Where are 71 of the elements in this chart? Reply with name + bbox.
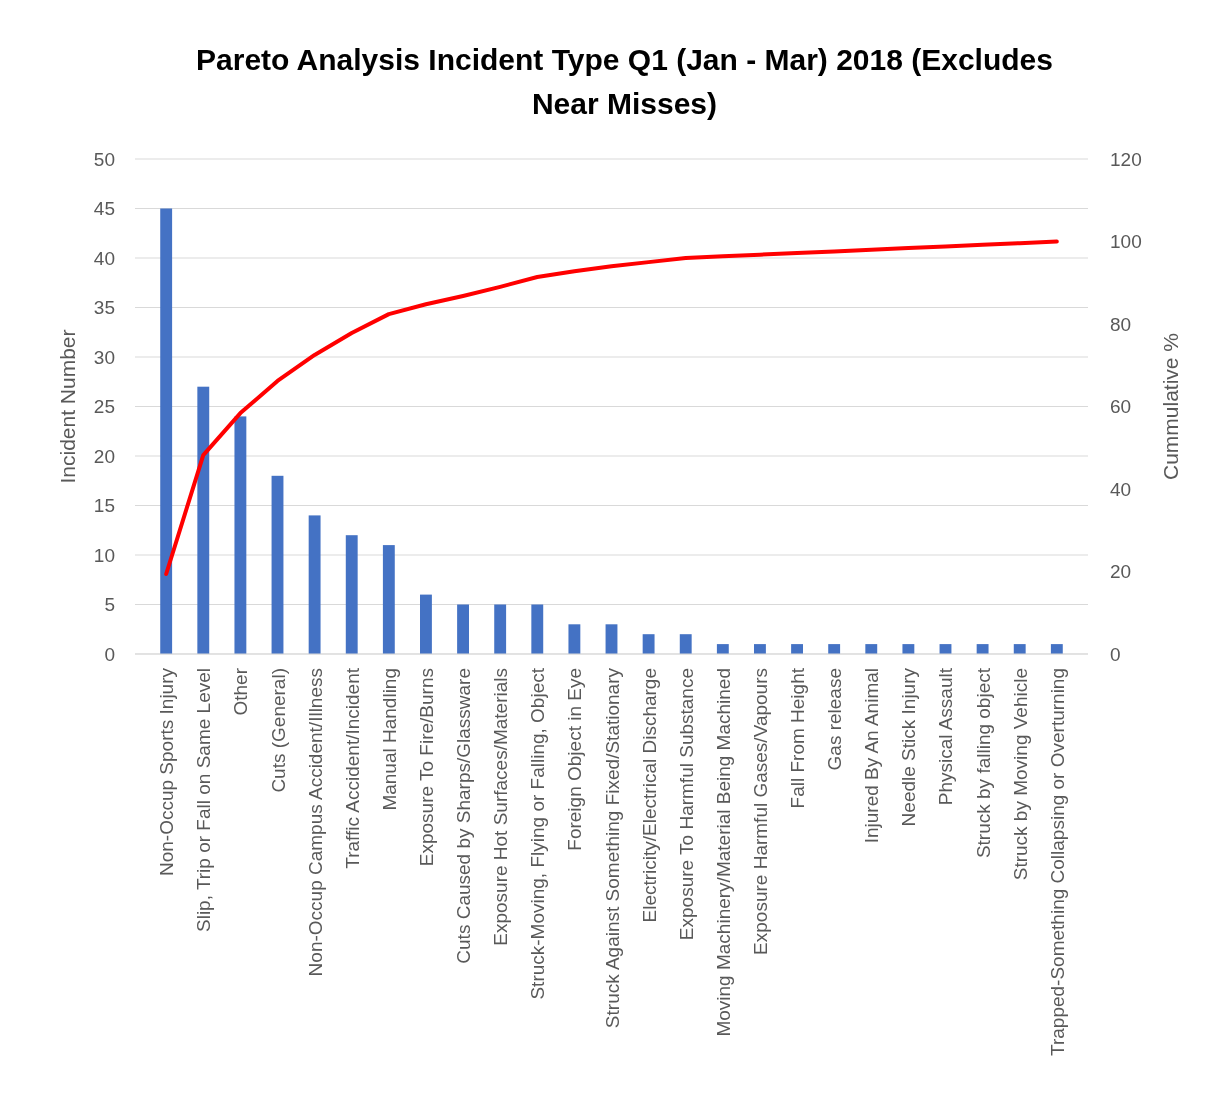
x-tick-label: Slip, Trip or Fall on Same Level: [193, 668, 215, 933]
y2-tick-label: 60: [1110, 396, 1132, 418]
y-tick-label: 15: [93, 495, 115, 517]
x-tick-label: Exposure To Harmful Substance: [675, 668, 697, 941]
y-tick-label: 30: [93, 346, 115, 368]
y2-tick-label: 80: [1110, 313, 1132, 335]
bar: [494, 604, 507, 654]
x-tick-label: Injured By An Animal: [861, 668, 883, 844]
bar: [976, 644, 989, 654]
x-tick-label: Trapped-Something Collapsing or Overturning: [1046, 668, 1068, 1056]
bar: [902, 644, 915, 654]
chart-title: Pareto Analysis Incident Type Q1 (Jan - Mar) 2018 (Excludes Near Misses): [196, 43, 1053, 120]
bar: [568, 624, 581, 654]
x-tick-label: Fall From Height: [787, 667, 809, 809]
bar: [457, 604, 469, 654]
y-tick-label: 35: [93, 297, 115, 319]
bar: [308, 515, 321, 654]
y2-tick-label: 0: [1110, 643, 1121, 665]
x-tick-label: Traffic Accident/Incident: [341, 667, 363, 869]
bar: [828, 644, 841, 654]
x-tick-label: Struck Against Something Fixed/Stationary: [601, 667, 623, 1029]
x-tick-label: Struck-Moving, Flying or Falling, Object: [527, 667, 549, 1000]
bar: [642, 634, 655, 654]
bar: [605, 624, 618, 654]
bar: [1050, 644, 1063, 654]
bar: [865, 644, 878, 654]
bar: [382, 545, 395, 654]
y-tick-label: 5: [104, 594, 115, 616]
y-tick-label: 0: [104, 643, 115, 665]
y2-tick-label: 100: [1110, 231, 1142, 253]
y-tick-label: 10: [93, 544, 115, 566]
bar: [345, 535, 358, 654]
bar: [271, 475, 284, 654]
x-tick-label: Foreign Object in Eye: [564, 668, 586, 851]
y2-tick-label: 20: [1110, 561, 1132, 583]
bar: [716, 644, 729, 654]
bar: [160, 208, 173, 654]
y-tick-label: 40: [93, 247, 115, 269]
x-tick-label: Struck by Moving Vehicle: [1009, 668, 1031, 881]
bar: [679, 634, 692, 654]
x-tick-label: Exposure To Fire/Burns: [415, 668, 437, 867]
bar: [197, 386, 210, 654]
x-tick-label: Exposure Harmful Gases/Vapours: [749, 668, 771, 955]
y2-tick-label: 120: [1110, 148, 1142, 170]
x-tick-label: Manual Handling: [378, 668, 400, 811]
x-tick-label: Non-Occup Sports Injury: [156, 667, 178, 877]
bar: [1013, 644, 1026, 654]
x-tick-label: Other: [230, 667, 252, 716]
x-tick-label: Non-Occup Campus Accident/Illness: [304, 668, 326, 977]
bar: [234, 416, 247, 654]
x-tick-label: Cuts Caused by Sharps/Glassware: [453, 668, 475, 964]
x-tick-label: Moving Machinery/Material Being Machined: [712, 668, 734, 1037]
x-tick-label: Struck by falling object: [972, 667, 994, 859]
x-tick-label: Cuts (General): [267, 668, 289, 793]
y2-axis-title: Cummulative %: [1159, 332, 1182, 481]
line-series: [164, 239, 1059, 576]
y-tick-label: 50: [93, 148, 115, 170]
y-tick-label: 20: [93, 445, 115, 467]
x-tick-label: Gas release: [824, 668, 846, 771]
x-tick-label: Exposure Hot Surfaces/Materials: [490, 668, 512, 946]
y2-tick-label: 40: [1110, 478, 1132, 500]
bar: [531, 604, 544, 654]
y-tick-label: 45: [93, 198, 115, 220]
bar: [420, 594, 432, 654]
x-tick-label: Needle Stick Injury: [898, 667, 920, 827]
y-axis-title: Incident Number: [56, 329, 79, 484]
bar: [754, 644, 766, 654]
bar: [791, 644, 803, 654]
x-tick-label: Electricity/Electrical Discharge: [638, 668, 660, 923]
y-tick-label: 25: [93, 396, 115, 418]
x-tick-label: Physical Assault: [935, 667, 957, 806]
